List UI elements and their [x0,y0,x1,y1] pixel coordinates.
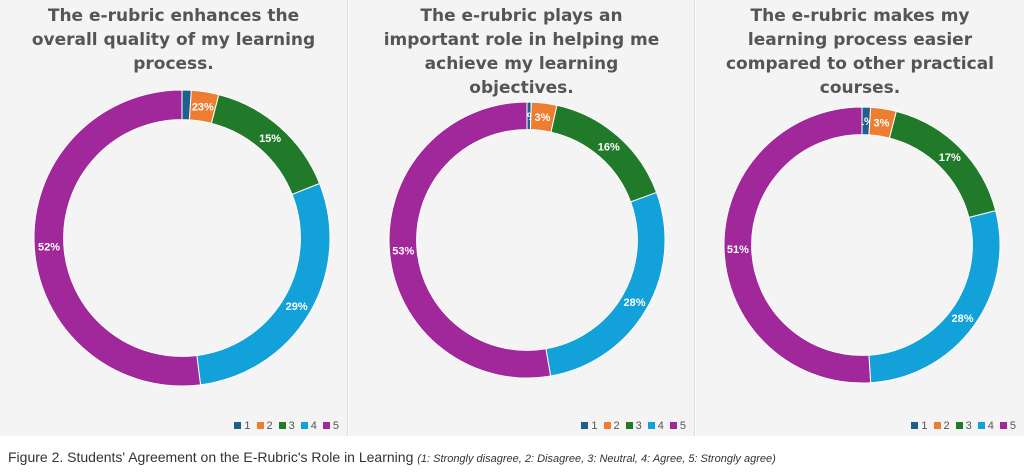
data-label: 16% [598,142,620,154]
donut-chart: 1% 3%17%28%51% [723,106,1001,384]
caption-note: (1: Strongly disagree, 2: Disagree, 3: N… [417,453,776,465]
chart-panel-2: The e-rubric plays an important role in … [349,0,695,436]
legend-swatch [977,422,985,429]
donut-chart: 23% 15% 29% 52% [33,89,331,387]
legend-item-3: 3 [278,420,295,432]
legend-item-4: 4 [300,420,317,432]
legend-swatch [911,422,919,429]
legend-item-2: 2 [933,420,950,432]
legend-item-4: 4 [647,420,664,432]
data-label: 17% [939,152,961,164]
legend-swatch [322,422,330,429]
chart-title: The e-rubric plays an important role in … [383,6,660,98]
chart-panel-1: The e-rubric enhances the overall qualit… [0,0,348,436]
legend-item-1: 1 [911,420,928,432]
slice-4 [196,182,331,386]
slice-5 [723,106,872,384]
data-label: 28% [624,297,646,309]
legend-item-3: 3 [625,420,642,432]
data-label: 53% [392,246,414,258]
donut-chart: 0%3%16%28%53% [388,101,666,379]
legend-swatch [625,422,633,429]
legend-item-5: 5 [322,420,339,432]
data-label: 29% [286,301,308,313]
chart-panel-3: The e-rubric makes my learning process e… [696,0,1024,436]
slice-3 [888,110,997,219]
data-label: 15% [259,133,281,145]
legend-item-5: 5 [999,420,1016,432]
legend-swatch [234,422,242,429]
data-label: 3% [873,117,889,129]
legend-swatch [933,422,941,429]
legend-swatch [278,422,286,429]
chart-title: The e-rubric enhances the overall qualit… [31,6,316,74]
slice-4 [868,210,1001,384]
data-label: 23% [192,101,214,113]
legend-item-5: 5 [669,420,686,432]
legend-swatch [256,422,264,429]
caption-main: Figure 2. Students' Agreement on the E-R… [8,449,414,465]
legend-item-4: 4 [977,420,994,432]
legend-swatch [955,422,963,429]
data-label: 52% [38,241,60,253]
figure-caption: Figure 2. Students' Agreement on the E-R… [8,449,776,465]
data-label: 51% [727,244,749,256]
legend-swatch [603,422,611,429]
legend-swatch [647,422,655,429]
data-label: 28% [951,313,973,325]
legend-swatch [300,422,308,429]
legend-item-3: 3 [955,420,972,432]
slice-5 [33,89,202,387]
legend-swatch [999,422,1007,429]
legend-item-1: 1 [234,420,251,432]
legend-swatch [581,422,589,429]
slice-3 [550,104,658,203]
legend-item-2: 2 [256,420,273,432]
legend-swatch [669,422,677,429]
legend-item-1: 1 [581,420,598,432]
legend-item-2: 2 [603,420,620,432]
chart-title: The e-rubric makes my learning process e… [725,6,994,98]
slice-4 [545,191,666,377]
slice-5 [388,101,552,379]
data-label: 3% [535,112,551,124]
